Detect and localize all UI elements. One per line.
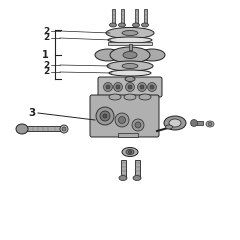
Ellipse shape: [62, 127, 66, 131]
Text: 2: 2: [44, 60, 50, 70]
FancyBboxPatch shape: [120, 160, 126, 178]
Ellipse shape: [109, 94, 121, 100]
Ellipse shape: [139, 49, 165, 61]
Ellipse shape: [206, 121, 214, 127]
FancyBboxPatch shape: [191, 121, 203, 125]
Ellipse shape: [110, 47, 150, 63]
Ellipse shape: [140, 85, 144, 89]
FancyBboxPatch shape: [134, 160, 139, 178]
Ellipse shape: [107, 61, 153, 71]
Ellipse shape: [123, 52, 137, 59]
Ellipse shape: [208, 122, 212, 126]
Text: 3: 3: [28, 108, 36, 118]
Ellipse shape: [169, 119, 181, 127]
Text: 2: 2: [44, 34, 50, 42]
Ellipse shape: [122, 30, 138, 36]
Text: 2: 2: [44, 26, 50, 36]
Ellipse shape: [114, 83, 122, 91]
Ellipse shape: [164, 116, 186, 130]
FancyBboxPatch shape: [108, 42, 152, 45]
Ellipse shape: [139, 94, 151, 100]
Ellipse shape: [126, 83, 134, 91]
FancyBboxPatch shape: [98, 77, 162, 97]
Ellipse shape: [135, 122, 141, 128]
Ellipse shape: [138, 83, 146, 91]
Ellipse shape: [119, 175, 127, 180]
Text: 1: 1: [42, 49, 49, 60]
Ellipse shape: [106, 85, 110, 89]
Ellipse shape: [132, 119, 144, 131]
Ellipse shape: [100, 111, 110, 121]
Ellipse shape: [109, 70, 151, 76]
Ellipse shape: [103, 83, 113, 91]
Ellipse shape: [148, 83, 156, 91]
Ellipse shape: [126, 150, 134, 155]
Ellipse shape: [119, 23, 126, 27]
Ellipse shape: [128, 85, 132, 89]
Ellipse shape: [95, 49, 121, 61]
Ellipse shape: [103, 114, 107, 118]
Ellipse shape: [142, 23, 149, 27]
FancyBboxPatch shape: [120, 9, 124, 25]
Ellipse shape: [115, 113, 129, 127]
FancyBboxPatch shape: [128, 44, 132, 50]
Ellipse shape: [125, 77, 135, 82]
FancyBboxPatch shape: [134, 9, 138, 25]
FancyBboxPatch shape: [23, 126, 63, 131]
Ellipse shape: [128, 150, 132, 154]
Ellipse shape: [16, 124, 28, 134]
Ellipse shape: [133, 175, 141, 180]
Ellipse shape: [96, 107, 114, 125]
Ellipse shape: [106, 28, 154, 38]
FancyBboxPatch shape: [118, 133, 138, 137]
Ellipse shape: [132, 23, 139, 27]
Ellipse shape: [119, 116, 126, 124]
Text: 2: 2: [44, 67, 50, 77]
FancyBboxPatch shape: [112, 9, 114, 25]
Ellipse shape: [166, 125, 173, 129]
Ellipse shape: [116, 85, 120, 89]
Ellipse shape: [124, 94, 136, 100]
Ellipse shape: [108, 37, 152, 43]
Ellipse shape: [122, 148, 138, 156]
FancyBboxPatch shape: [144, 9, 146, 25]
Ellipse shape: [109, 23, 116, 27]
FancyBboxPatch shape: [90, 95, 159, 137]
Ellipse shape: [191, 120, 198, 126]
Ellipse shape: [150, 85, 154, 89]
Ellipse shape: [122, 64, 138, 68]
Ellipse shape: [60, 125, 68, 133]
